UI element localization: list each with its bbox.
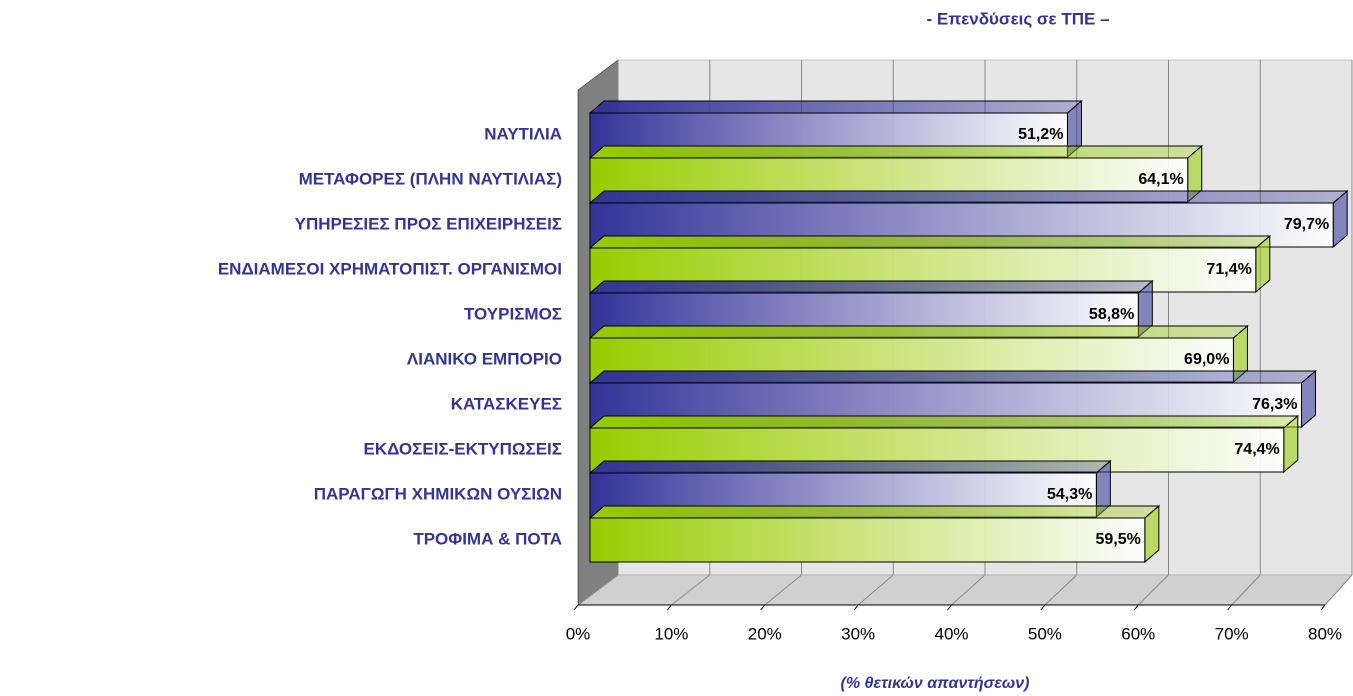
value-label: 58,8% xyxy=(1089,306,1134,323)
floor-grid-line xyxy=(857,574,894,606)
value-label: 64,1% xyxy=(1138,171,1183,188)
x-tick-label: 70% xyxy=(1215,624,1249,643)
category-label: ΠΑΡΑΓΩΓΗ ΧΗΜΙΚΩΝ ΟΥΣΙΩΝ xyxy=(314,484,562,503)
x-tick-label: 50% xyxy=(1028,624,1062,643)
category-label: ΚΑΤΑΣΚΕΥΕΣ xyxy=(451,394,562,413)
value-label: 69,0% xyxy=(1184,351,1229,368)
floor-grid-line xyxy=(671,574,711,606)
x-tick-label: 30% xyxy=(841,624,875,643)
tick-mark xyxy=(853,604,859,611)
value-label: 76,3% xyxy=(1252,396,1297,413)
bar-top xyxy=(588,325,1249,339)
x-tick-label: 10% xyxy=(654,624,688,643)
bar-top xyxy=(588,460,1112,474)
x-tick-label: 0% xyxy=(566,624,591,643)
floor-grid-line xyxy=(1044,574,1078,606)
value-label: 59,5% xyxy=(1095,531,1140,548)
category-label: ΥΠΗΡΕΣΙΕΣ ΠΡΟΣ ΕΠΙΧΕΙΡΗΣΕΙΣ xyxy=(295,214,562,233)
value-label: 51,2% xyxy=(1018,126,1063,143)
bar-top xyxy=(588,235,1272,249)
category-label: ΜΕΤΑΦΟΡΕΣ (ΠΛΗΝ ΝΑΥΤΙΛΙΑΣ) xyxy=(299,169,562,188)
floor-grid-line xyxy=(951,574,986,606)
bar-top xyxy=(588,415,1300,429)
bar xyxy=(589,517,1146,563)
value-label: 74,4% xyxy=(1234,441,1279,458)
bar-top xyxy=(588,505,1161,519)
tick-mark xyxy=(1320,604,1326,611)
category-label: ΕΚΔΟΣΕΙΣ-ΕΚΤΥΠΩΣΕΙΣ xyxy=(364,439,562,458)
tick-mark xyxy=(1227,604,1233,611)
floor-grid-line xyxy=(764,574,802,606)
x-tick-label: 60% xyxy=(1121,624,1155,643)
floor-grid-line xyxy=(577,574,619,606)
value-label: 54,3% xyxy=(1047,486,1092,503)
category-label: ΛΙΑΝΙΚΟ ΕΜΠΟΡΙΟ xyxy=(407,349,562,368)
bar-top xyxy=(588,370,1317,384)
x-tick-label: 20% xyxy=(748,624,782,643)
value-label: 79,7% xyxy=(1284,216,1329,233)
bar-top xyxy=(588,280,1154,294)
tick-mark xyxy=(760,604,766,611)
category-label: ΤΟΥΡΙΣΜΟΣ xyxy=(464,304,562,323)
category-label: ΕΝΔΙΑΜΕΣΟΙ ΧΡΗΜΑΤΟΠΙΣΤ. ΟΡΓΑΝΙΣΜΟΙ xyxy=(218,259,562,278)
x-tick-label: 40% xyxy=(934,624,968,643)
x-tick-label: 80% xyxy=(1308,624,1342,643)
category-label: ΤΡΟΦΙΜΑ & ΠΟΤΑ xyxy=(413,529,562,548)
tick-mark xyxy=(1040,604,1046,611)
floor-grid-line xyxy=(1137,574,1169,606)
chart-title: - Επενδύσεις σε ΤΠΕ – xyxy=(926,9,1109,28)
tick-mark xyxy=(573,604,579,611)
floor-grid-line xyxy=(1231,574,1261,606)
tick-mark xyxy=(1133,604,1139,611)
tick-mark xyxy=(666,604,672,611)
value-label: 71,4% xyxy=(1206,261,1251,278)
bar-top xyxy=(588,145,1204,159)
x-axis-label: (% θετικών απαντήσεων) xyxy=(841,675,1030,692)
floor-grid-line xyxy=(1324,574,1353,606)
bar-top xyxy=(588,100,1083,114)
bar-top xyxy=(588,190,1349,204)
category-label: ΝΑΥΤΙΛΙΑ xyxy=(484,124,562,143)
tick-mark xyxy=(947,604,952,611)
